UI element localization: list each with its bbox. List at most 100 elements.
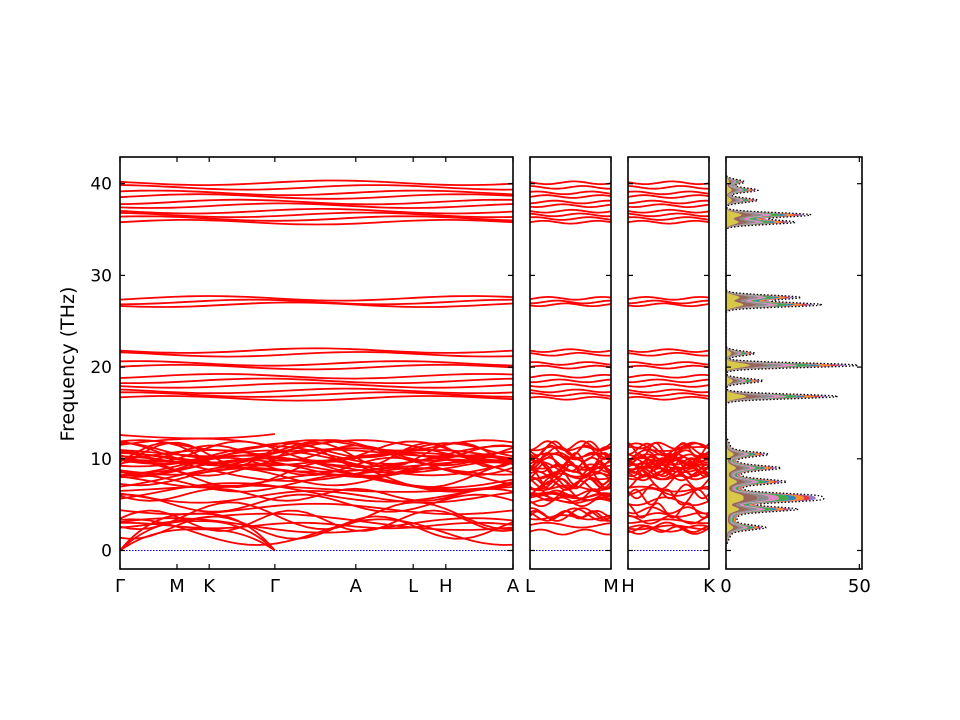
band-line xyxy=(627,388,710,394)
band-line xyxy=(119,351,514,358)
band-line xyxy=(529,212,612,218)
band-line xyxy=(529,180,612,186)
x-tick-label: L xyxy=(525,576,535,597)
band-line xyxy=(119,442,514,469)
partial-dos-area xyxy=(726,174,769,551)
band-line xyxy=(119,484,514,493)
band-line xyxy=(529,203,612,209)
band-line xyxy=(119,387,514,395)
band-line xyxy=(627,295,710,301)
band-line xyxy=(627,208,710,214)
band-line xyxy=(119,208,514,215)
band-line xyxy=(119,395,514,402)
band-line xyxy=(119,449,514,462)
band-line xyxy=(627,487,710,497)
band-line xyxy=(627,216,710,221)
dos-panel: 0 50 xyxy=(720,156,871,597)
band-line xyxy=(119,490,514,504)
band-line xyxy=(627,470,710,482)
band-line xyxy=(120,391,514,398)
band-line xyxy=(529,374,612,379)
band-line xyxy=(627,524,709,531)
band-line xyxy=(627,521,710,535)
band-line xyxy=(627,180,710,186)
x-tick-label: A xyxy=(507,576,520,597)
band-line xyxy=(119,441,514,469)
band-line xyxy=(119,517,514,534)
band-line xyxy=(529,348,612,353)
band-lines xyxy=(529,180,612,536)
band-line xyxy=(530,378,612,384)
band-line xyxy=(529,528,612,536)
band-line xyxy=(627,502,710,519)
band-line xyxy=(119,202,514,209)
x-tick-label: Γ xyxy=(270,576,280,597)
x-tick-label: K xyxy=(703,576,716,597)
band-line xyxy=(627,352,710,357)
band-line xyxy=(627,302,710,307)
band-line xyxy=(627,348,710,353)
band-line xyxy=(627,185,709,190)
band-line xyxy=(529,352,612,357)
band-line xyxy=(119,449,514,477)
y-axis-label: Frequency (THz) xyxy=(57,287,79,442)
band-line xyxy=(628,525,710,533)
band-line xyxy=(529,440,612,451)
axis-labels: Frequency (THz) xyxy=(57,287,79,442)
band-line xyxy=(627,219,710,225)
y-tick-label: 30 xyxy=(90,266,112,286)
band-line xyxy=(119,184,514,191)
band-line xyxy=(119,298,514,306)
band-line xyxy=(529,514,612,521)
band-line xyxy=(119,360,514,367)
band-line xyxy=(627,441,710,450)
band-line xyxy=(530,493,612,502)
band-line xyxy=(627,361,710,366)
band-line xyxy=(529,216,612,221)
x-tick-label: M xyxy=(603,576,619,597)
band-line xyxy=(529,452,612,459)
band-line xyxy=(120,521,514,530)
acoustic-branch xyxy=(119,512,276,552)
x-tick-label: M xyxy=(169,576,185,597)
x-tick-label: H xyxy=(439,576,453,597)
x-tick-label: A xyxy=(350,576,363,597)
band-line xyxy=(120,377,514,384)
band-line xyxy=(119,501,513,531)
band-line xyxy=(119,179,514,187)
band-line xyxy=(119,462,514,491)
band-line xyxy=(627,194,710,199)
band-line xyxy=(529,475,612,491)
partial-dos-area xyxy=(726,174,784,551)
band-line xyxy=(119,373,514,380)
band-line xyxy=(529,295,612,301)
partial-dos-area xyxy=(726,174,750,551)
band-line xyxy=(119,215,514,222)
band-line xyxy=(119,193,514,200)
band-line xyxy=(529,185,611,190)
x-tick-label: L xyxy=(408,576,418,597)
band-line xyxy=(627,396,710,401)
band-line xyxy=(119,382,514,389)
x-tick-label: Γ xyxy=(115,576,125,597)
band-line xyxy=(119,515,514,540)
band-line xyxy=(529,388,612,394)
plot-frame xyxy=(119,156,514,570)
y-tick-label: 10 xyxy=(90,450,112,470)
band-line xyxy=(529,364,612,370)
partial-dos-area xyxy=(726,174,811,551)
band-line xyxy=(119,445,514,465)
band-line xyxy=(627,524,710,533)
band-line xyxy=(529,479,611,491)
band-line xyxy=(529,445,612,462)
band-line xyxy=(529,208,612,214)
band-lines xyxy=(627,180,710,535)
x-tick-label: 0 xyxy=(720,576,731,597)
band-line xyxy=(627,474,710,481)
band-line xyxy=(529,460,612,478)
plot-frame xyxy=(725,156,863,570)
band-line xyxy=(119,457,514,474)
band-line xyxy=(529,493,612,500)
band-line xyxy=(529,383,612,388)
